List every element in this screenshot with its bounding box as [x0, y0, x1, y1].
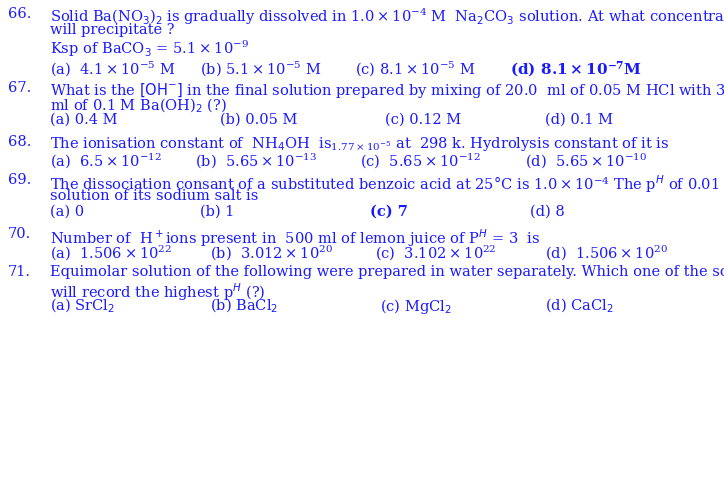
- Text: (b) 0.05 M: (b) 0.05 M: [220, 113, 298, 127]
- Text: (b)  $\mathregular{5.65\times10^{-13}}$: (b) $\mathregular{5.65\times10^{-13}}$: [195, 151, 317, 170]
- Text: (c) MgCl$_2$: (c) MgCl$_2$: [380, 297, 452, 316]
- Text: (d) $\mathregular{8.1\times10^{-7}}$M: (d) $\mathregular{8.1\times10^{-7}}$M: [510, 59, 642, 78]
- Text: 70.: 70.: [8, 227, 31, 241]
- Text: (c)  $\mathregular{3.102\times10^{22}}$: (c) $\mathregular{3.102\times10^{22}}$: [375, 243, 497, 262]
- Text: will record the highest p$^H$ (?): will record the highest p$^H$ (?): [50, 281, 266, 303]
- Text: (a)  $\mathregular{4.1\times10^{-5}}$ M: (a) $\mathregular{4.1\times10^{-5}}$ M: [50, 59, 176, 78]
- Text: What is the $\left[\mathrm{OH}^{-}\right]$ in the final solution prepared by mix: What is the $\left[\mathrm{OH}^{-}\right…: [50, 81, 724, 100]
- Text: Number of  H$^+$ions present in  500 ml of lemon juice of P$^H$ = 3  is: Number of H$^+$ions present in 500 ml of…: [50, 227, 540, 249]
- Text: 69.: 69.: [8, 173, 31, 187]
- Text: (c)  $\mathregular{5.65\times10^{-12}}$: (c) $\mathregular{5.65\times10^{-12}}$: [360, 151, 481, 170]
- Text: (a) 0: (a) 0: [50, 205, 84, 219]
- Text: (a) SrCl$_2$: (a) SrCl$_2$: [50, 297, 115, 315]
- Text: 71.: 71.: [8, 265, 31, 279]
- Text: (d)  $\mathregular{5.65\times10^{-10}}$: (d) $\mathregular{5.65\times10^{-10}}$: [525, 151, 647, 170]
- Text: (b) 1: (b) 1: [200, 205, 235, 219]
- Text: solution of its sodium salt is: solution of its sodium salt is: [50, 189, 258, 203]
- Text: 66.: 66.: [8, 7, 31, 21]
- Text: (d) CaCl$_2$: (d) CaCl$_2$: [545, 297, 614, 315]
- Text: (c) 7: (c) 7: [370, 205, 408, 219]
- Text: Ksp of BaCO$_3$ = $\mathregular{5.1\times10^{-9}}$: Ksp of BaCO$_3$ = $\mathregular{5.1\time…: [50, 39, 249, 59]
- Text: (c) $\mathregular{8.1\times10^{-5}}$ M: (c) $\mathregular{8.1\times10^{-5}}$ M: [355, 59, 476, 78]
- Text: (a) 0.4 M: (a) 0.4 M: [50, 113, 117, 127]
- Text: Solid Ba(NO$_3$)$_2$ is gradually dissolved in $\mathregular{1.0\times10^{-4}}$ : Solid Ba(NO$_3$)$_2$ is gradually dissol…: [50, 7, 724, 27]
- Text: ml of 0.1 M Ba(OH)$_2$ (?): ml of 0.1 M Ba(OH)$_2$ (?): [50, 97, 227, 115]
- Text: The ionisation constant of  NH$_4$OH  is$_{\mathregular{1.77\times10^{-5}}}$ at : The ionisation constant of NH$_4$OH is$_…: [50, 135, 669, 153]
- Text: (d) 0.1 M: (d) 0.1 M: [545, 113, 613, 127]
- Text: (d)  $\mathregular{1.506\times10^{20}}$: (d) $\mathregular{1.506\times10^{20}}$: [545, 243, 668, 262]
- Text: 67.: 67.: [8, 81, 31, 95]
- Text: (a)  $\mathregular{6.5\times10^{-12}}$: (a) $\mathregular{6.5\times10^{-12}}$: [50, 151, 162, 170]
- Text: (c) 0.12 M: (c) 0.12 M: [385, 113, 461, 127]
- Text: The dissociation consant of a substituted benzoic acid at 25$\degree$C is $\math: The dissociation consant of a substitute…: [50, 173, 724, 195]
- Text: will precipitate ?: will precipitate ?: [50, 23, 174, 37]
- Text: 68.: 68.: [8, 135, 31, 149]
- Text: Equimolar solution of the following were prepared in water separately. Which one: Equimolar solution of the following were…: [50, 265, 724, 279]
- Text: (b)  $\mathregular{3.012\times10^{20}}$: (b) $\mathregular{3.012\times10^{20}}$: [210, 243, 333, 262]
- Text: (d) 8: (d) 8: [530, 205, 565, 219]
- Text: (b) BaCl$_2$: (b) BaCl$_2$: [210, 297, 278, 315]
- Text: (a)  $\mathregular{1.506\times10^{22}}$: (a) $\mathregular{1.506\times10^{22}}$: [50, 243, 172, 262]
- Text: (b) $\mathregular{5.1\times10^{-5}}$ M: (b) $\mathregular{5.1\times10^{-5}}$ M: [200, 59, 321, 78]
